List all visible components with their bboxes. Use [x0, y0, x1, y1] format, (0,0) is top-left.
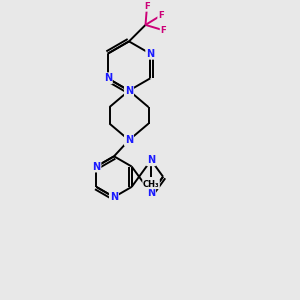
Text: CH₃: CH₃ — [143, 180, 159, 189]
Text: N: N — [92, 161, 101, 172]
Text: N: N — [147, 188, 155, 198]
Text: F: F — [158, 11, 164, 20]
Text: N: N — [147, 155, 155, 165]
Text: N: N — [125, 85, 133, 96]
Text: F: F — [160, 26, 166, 35]
Text: N: N — [146, 49, 154, 59]
Text: N: N — [110, 192, 118, 202]
Text: N: N — [125, 135, 133, 145]
Text: F: F — [144, 2, 150, 11]
Text: N: N — [103, 73, 112, 83]
